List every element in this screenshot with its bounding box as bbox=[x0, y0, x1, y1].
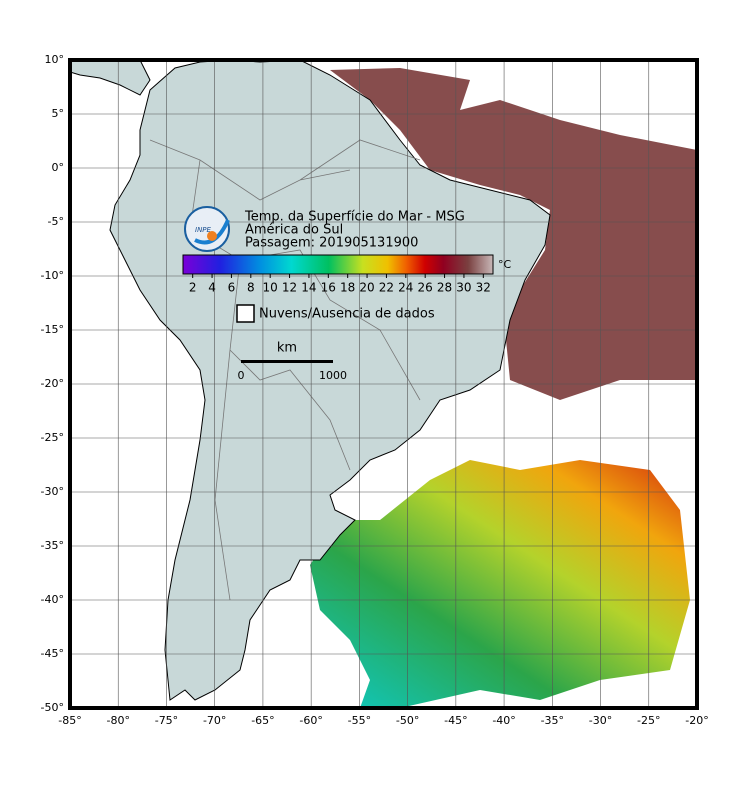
land-central-america bbox=[70, 60, 151, 96]
colorbar-tick-label: 30 bbox=[456, 281, 471, 295]
lon-tick-label: -80° bbox=[106, 714, 129, 727]
colorbar-tick-label: 10 bbox=[263, 281, 278, 295]
colorbar-tick-label: 32 bbox=[476, 281, 491, 295]
scale-unit: km bbox=[277, 341, 297, 356]
colorbar-tick-label: 6 bbox=[228, 281, 236, 295]
lat-tick-label: -40° bbox=[41, 593, 64, 606]
lat-tick-label: -20° bbox=[41, 377, 64, 390]
scale-end: 1000 bbox=[319, 369, 347, 382]
legend-text: Nuvens/Ausencia de dados bbox=[259, 307, 435, 322]
lat-tick-label: -15° bbox=[41, 323, 64, 336]
lon-tick-label: -40° bbox=[492, 714, 515, 727]
colorbar-tick-label: 12 bbox=[282, 281, 297, 295]
scale-bar bbox=[241, 360, 333, 363]
lon-tick-label: -75° bbox=[155, 714, 178, 727]
sst-south-patch bbox=[310, 460, 690, 708]
lon-tick-label: -55° bbox=[348, 714, 371, 727]
title-line: América do Sul bbox=[245, 223, 343, 238]
lat-tick-label: 0° bbox=[52, 161, 65, 174]
colorbar-tick-label: 16 bbox=[321, 281, 336, 295]
lat-tick-label: -30° bbox=[41, 485, 64, 498]
lat-tick-label: -10° bbox=[41, 269, 64, 282]
lon-tick-label: -85° bbox=[58, 714, 81, 727]
title-line: Passagem: 201905131900 bbox=[245, 236, 418, 251]
lon-tick-label: -20° bbox=[685, 714, 708, 727]
lat-tick-label: -5° bbox=[48, 215, 64, 228]
map-frame bbox=[68, 58, 699, 710]
lat-tick-label: -50° bbox=[41, 701, 64, 714]
lat-tick-label: -25° bbox=[41, 431, 64, 444]
lon-tick-label: -30° bbox=[589, 714, 612, 727]
colorbar-unit: °C bbox=[498, 258, 512, 271]
title-box: INPE Temp. da Superfície do Mar - MSG Am… bbox=[182, 206, 512, 382]
colorbar-tick-label: 2 bbox=[189, 281, 197, 295]
lon-tick-label: -50° bbox=[396, 714, 419, 727]
lon-tick-label: -45° bbox=[444, 714, 467, 727]
colorbar bbox=[182, 254, 494, 275]
sst-warm-patch bbox=[330, 68, 697, 400]
colorbar-tick-label: 28 bbox=[437, 281, 452, 295]
lon-tick-label: -70° bbox=[203, 714, 226, 727]
borders bbox=[149, 139, 421, 601]
lon-tick-label: -60° bbox=[299, 714, 322, 727]
colorbar-tick-label: 18 bbox=[340, 281, 355, 295]
colorbar-tick-label: 14 bbox=[301, 281, 316, 295]
lon-tick-label: -25° bbox=[637, 714, 660, 727]
colorbar-tick-label: 22 bbox=[379, 281, 394, 295]
lon-tick-label: -35° bbox=[541, 714, 564, 727]
scale-start: 0 bbox=[238, 369, 245, 382]
colorbar-tick-label: 24 bbox=[398, 281, 413, 295]
colorbar-tick-label: 4 bbox=[208, 281, 216, 295]
lat-tick-label: 10° bbox=[45, 53, 65, 66]
colorbar-tick-label: 8 bbox=[247, 281, 255, 295]
lat-tick-label: 5° bbox=[52, 107, 65, 120]
colorbar-tick-label: 26 bbox=[418, 281, 433, 295]
logo-dot bbox=[207, 231, 217, 241]
lat-tick-label: -45° bbox=[41, 647, 64, 660]
logo-text: INPE bbox=[195, 226, 212, 234]
legend-swatch bbox=[236, 304, 255, 323]
lon-tick-label: -65° bbox=[251, 714, 274, 727]
colorbar-tick-label: 20 bbox=[359, 281, 374, 295]
title-line: Temp. da Superfície do Mar - MSG bbox=[244, 210, 465, 225]
lat-tick-label: -35° bbox=[41, 539, 64, 552]
